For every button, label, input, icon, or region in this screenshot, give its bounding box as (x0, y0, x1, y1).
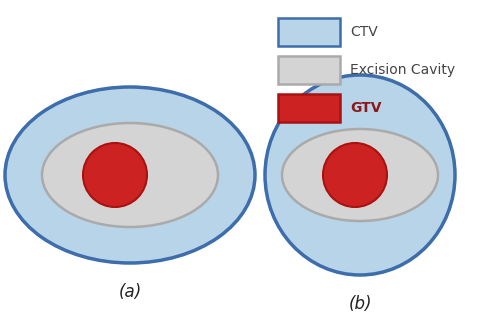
Ellipse shape (83, 143, 147, 207)
FancyBboxPatch shape (278, 56, 340, 84)
Ellipse shape (282, 129, 438, 221)
FancyBboxPatch shape (278, 18, 340, 46)
Text: (b): (b) (348, 295, 372, 313)
Ellipse shape (323, 143, 387, 207)
Ellipse shape (42, 123, 218, 227)
Ellipse shape (265, 75, 455, 275)
Text: Excision Cavity: Excision Cavity (350, 63, 455, 77)
Text: GTV: GTV (350, 101, 382, 115)
Ellipse shape (5, 87, 255, 263)
FancyBboxPatch shape (278, 94, 340, 122)
Text: (a): (a) (118, 283, 142, 301)
Text: CTV: CTV (350, 25, 378, 39)
